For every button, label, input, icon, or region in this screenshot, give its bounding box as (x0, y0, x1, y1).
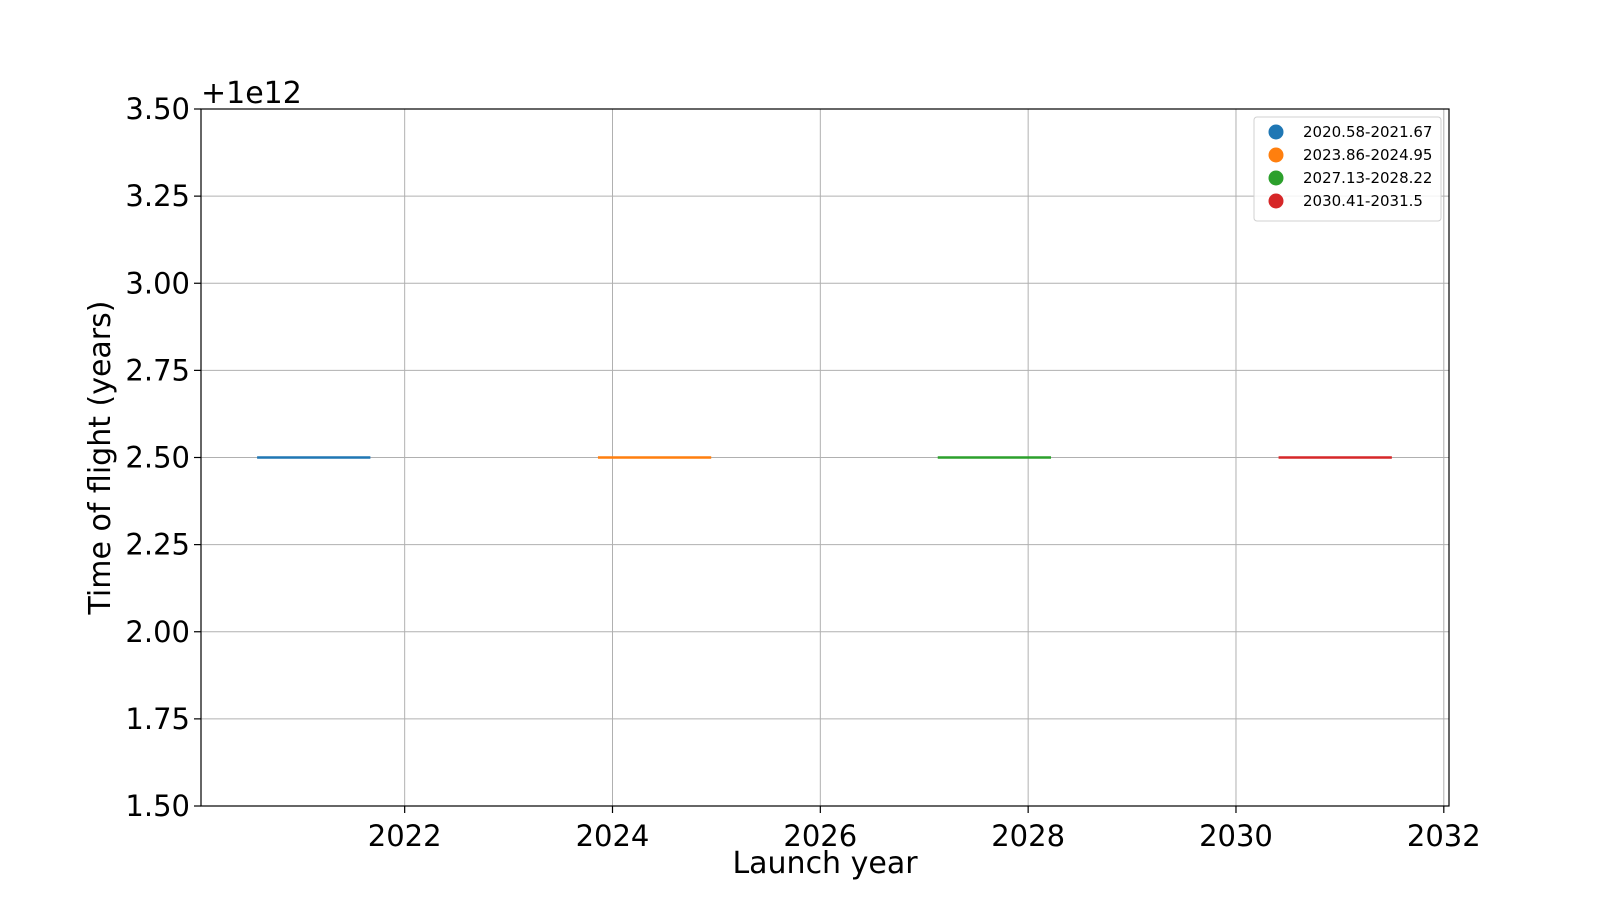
y-tick-label: 1.75 (125, 702, 190, 736)
y-axis-label: Time of flight (years) (83, 301, 118, 616)
x-tick-label: 2024 (576, 819, 650, 853)
x-tick-label: 2028 (991, 819, 1065, 853)
y-axis-ticks: 1.50 1.75 2.00 2.25 2.50 2.75 3.00 3.25 3.50 (125, 92, 201, 823)
x-tick-label: 2030 (1199, 819, 1273, 853)
y-tick-label: 2.50 (125, 441, 190, 475)
legend-label: 2020.58-2021.67 (1303, 123, 1432, 141)
grid (201, 108, 1449, 807)
legend-label: 2027.13-2028.22 (1303, 169, 1432, 187)
legend-label: 2030.41-2031.5 (1303, 192, 1423, 210)
y-tick-label: 2.00 (125, 615, 190, 649)
legend-marker (1268, 147, 1284, 163)
legend-marker (1268, 124, 1284, 140)
x-tick-label: 2026 (783, 819, 857, 853)
y-axis-offset-label: +1e12 (201, 76, 302, 111)
y-tick-label: 1.50 (125, 789, 190, 823)
x-tick-label: 2032 (1407, 819, 1481, 853)
x-tick-label: 2022 (368, 819, 442, 853)
legend: 2020.58-2021.67 2023.86-2024.95 2027.13-20… (1253, 116, 1442, 222)
x-axis-label: Launch year (732, 846, 918, 881)
y-tick-label: 3.00 (125, 266, 190, 300)
y-tick-label: 3.50 (125, 92, 190, 126)
y-tick-label: 2.25 (125, 528, 190, 562)
legend-marker (1268, 193, 1284, 209)
legend-label: 2023.86-2024.95 (1303, 146, 1432, 164)
legend-marker (1268, 170, 1284, 186)
y-tick-label: 2.75 (125, 353, 190, 387)
x-axis-ticks: 2022 2024 2026 2028 2030 2032 (368, 806, 1481, 853)
y-tick-label: 3.25 (125, 179, 190, 213)
legend-box (1253, 116, 1442, 222)
